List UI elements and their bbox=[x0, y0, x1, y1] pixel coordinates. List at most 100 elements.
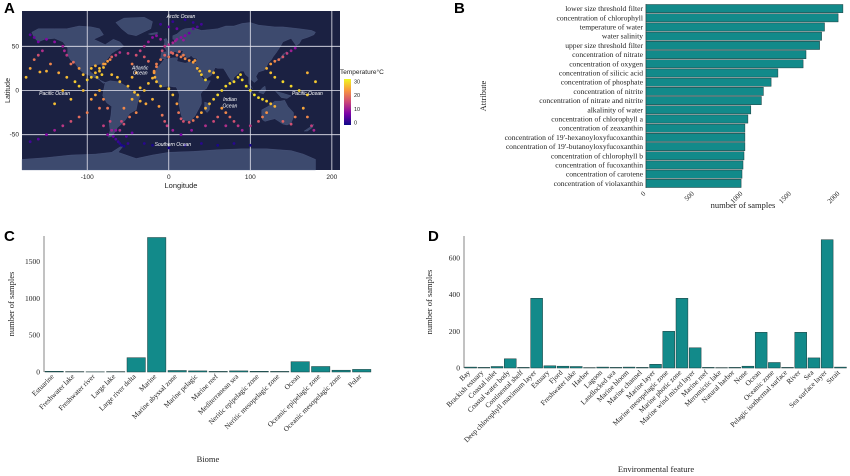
bar bbox=[645, 50, 807, 59]
y-tick-label: 0 bbox=[15, 88, 19, 95]
sample-point bbox=[94, 64, 97, 68]
bar bbox=[645, 41, 820, 50]
bar bbox=[229, 370, 249, 373]
sample-point bbox=[65, 75, 69, 79]
bar bbox=[609, 367, 623, 369]
bar bbox=[270, 371, 290, 373]
bar bbox=[645, 133, 746, 142]
x-tick-label: -100 bbox=[81, 174, 94, 181]
sample-point bbox=[77, 84, 81, 88]
bar bbox=[147, 237, 167, 373]
sample-point bbox=[155, 65, 158, 69]
y-axis-label: Attribute bbox=[478, 80, 488, 111]
sample-point bbox=[28, 140, 32, 144]
bar bbox=[464, 366, 477, 369]
sample-point bbox=[142, 44, 146, 48]
legend-tick-label: 20 bbox=[354, 93, 360, 99]
legend-tick-label: 30 bbox=[354, 80, 360, 86]
sample-point bbox=[183, 57, 187, 61]
bar bbox=[702, 367, 715, 369]
sample-point bbox=[53, 102, 56, 106]
bar bbox=[662, 331, 675, 369]
sample-point bbox=[253, 93, 256, 97]
sample-point bbox=[130, 75, 134, 79]
sample-point bbox=[167, 146, 171, 150]
sample-point bbox=[138, 99, 142, 103]
category-label: River bbox=[784, 368, 802, 386]
bar bbox=[645, 13, 839, 23]
sample-point bbox=[314, 80, 317, 84]
sample-point bbox=[151, 97, 154, 101]
sample-point bbox=[159, 37, 163, 41]
sample-point bbox=[147, 40, 150, 44]
sample-point bbox=[208, 102, 211, 106]
sample-point bbox=[147, 82, 150, 85]
sample-point bbox=[102, 66, 105, 69]
world-map-chart: -100 0 100 200500-50LongitudeLatitudeArctic… bbox=[5, 11, 384, 190]
x-axis-label: number of samples bbox=[711, 200, 776, 210]
sample-point bbox=[36, 40, 40, 44]
bar bbox=[645, 31, 822, 41]
land-mass bbox=[147, 32, 158, 35]
sample-point bbox=[114, 53, 118, 57]
sample-point bbox=[136, 93, 140, 97]
sample-point bbox=[160, 49, 164, 53]
sample-point bbox=[102, 62, 105, 66]
sample-point bbox=[126, 142, 130, 145]
sample-point bbox=[216, 75, 220, 79]
sample-point bbox=[204, 78, 207, 82]
y-tick-label: 500 bbox=[29, 331, 41, 340]
x-tick-label: 500 bbox=[683, 189, 696, 202]
y-tick-label: 50 bbox=[12, 43, 20, 50]
panel-a-label: A bbox=[4, 0, 15, 17]
sample-point bbox=[224, 84, 228, 88]
sample-point bbox=[95, 75, 99, 79]
sample-point bbox=[236, 75, 240, 79]
sample-point bbox=[182, 53, 185, 57]
sample-point bbox=[152, 71, 156, 75]
bar bbox=[290, 361, 310, 373]
sample-point bbox=[171, 93, 175, 97]
sample-point bbox=[269, 62, 273, 66]
bar bbox=[645, 4, 844, 13]
sample-point bbox=[120, 120, 123, 123]
sample-point bbox=[73, 80, 77, 84]
x-axis-label: Longitude bbox=[165, 181, 198, 190]
sample-point bbox=[98, 67, 101, 70]
category-label: Strait bbox=[824, 368, 842, 386]
category-label: alkalinity of water bbox=[587, 105, 643, 114]
sample-point bbox=[69, 97, 73, 101]
category-label: concentration of phosphate bbox=[561, 78, 644, 87]
sample-point bbox=[142, 89, 146, 92]
sample-point bbox=[306, 115, 309, 119]
sample-point bbox=[138, 49, 142, 53]
bar bbox=[768, 362, 781, 369]
sample-point bbox=[200, 73, 203, 76]
ocean-label: Arctic Ocean bbox=[166, 14, 196, 20]
sample-point bbox=[57, 71, 61, 75]
sample-point bbox=[110, 55, 114, 59]
ocean-label: Pacific Ocean bbox=[292, 91, 323, 97]
sample-point bbox=[134, 111, 138, 114]
sample-point bbox=[81, 73, 85, 76]
land-mass bbox=[160, 22, 316, 89]
bar bbox=[556, 365, 570, 369]
sample-point bbox=[53, 40, 56, 44]
sample-point bbox=[167, 87, 171, 91]
sample-point bbox=[265, 99, 268, 103]
x-tick-label: 200 bbox=[326, 174, 337, 181]
bar bbox=[645, 77, 772, 87]
sample-point bbox=[116, 75, 119, 79]
sample-point bbox=[49, 62, 52, 66]
sample-point bbox=[281, 55, 285, 59]
sample-point bbox=[191, 21, 195, 24]
sample-point bbox=[265, 111, 268, 114]
sample-point bbox=[277, 58, 281, 61]
category-label: concentration of nitrate and nitrite bbox=[539, 96, 643, 105]
x-axis-label: Biome bbox=[197, 454, 220, 464]
sample-point bbox=[118, 128, 122, 132]
category-label: concentration of zeaxanthin bbox=[559, 124, 644, 133]
sample-point bbox=[53, 128, 56, 132]
